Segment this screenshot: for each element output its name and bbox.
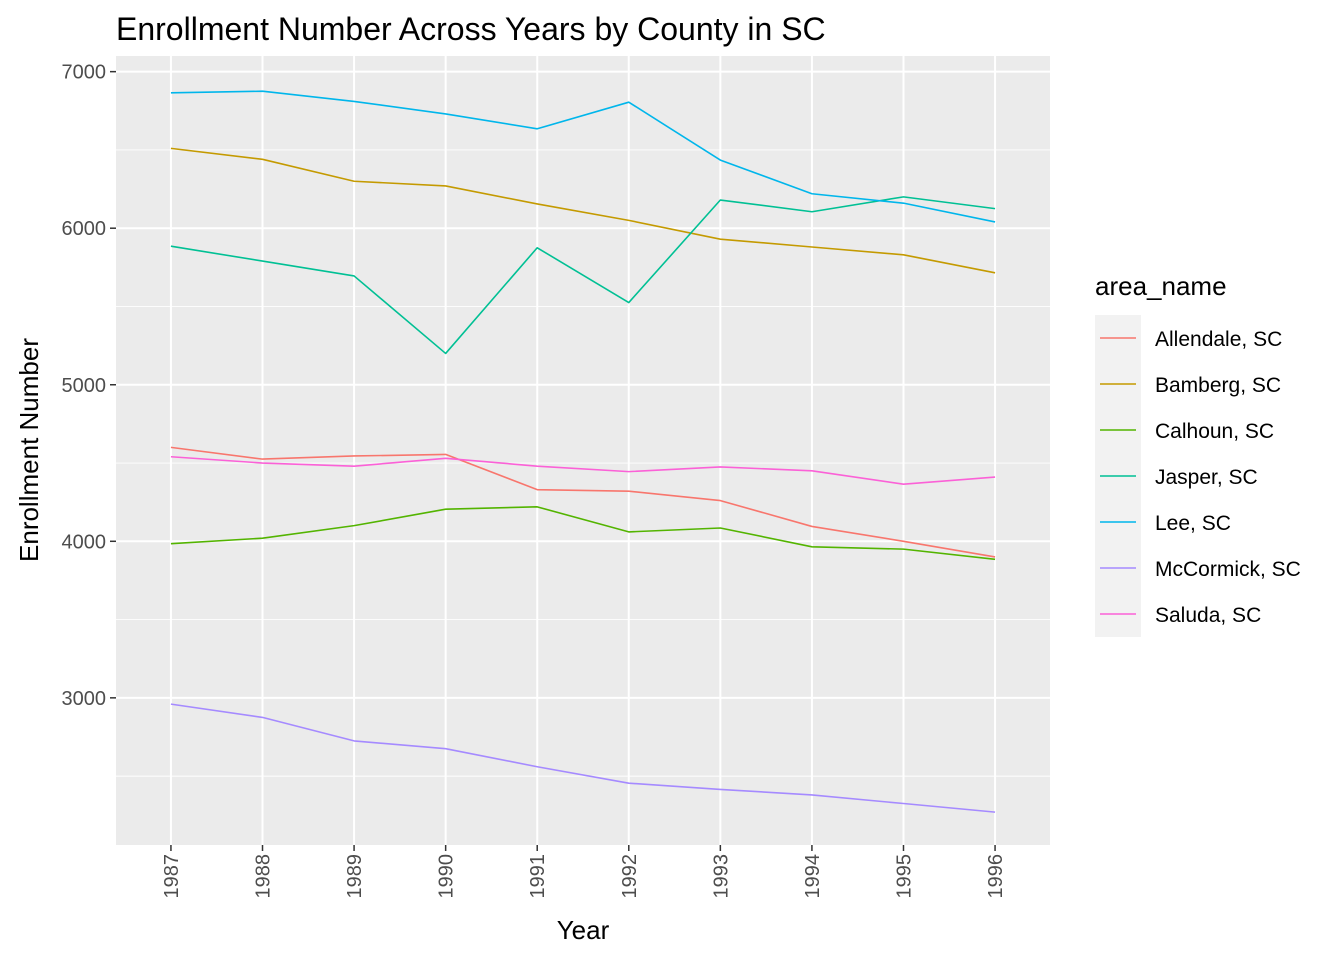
series-line [170, 90, 996, 223]
x-tick-label: 1990 [436, 854, 458, 899]
legend-label: Jasper, SC [1155, 466, 1258, 489]
x-tick-label: 1993 [710, 854, 732, 899]
legend-title: area_name [1095, 271, 1227, 301]
legend-items: Allendale, SC Bamberg, SC Calhoun, SC Jaspe… [1095, 315, 1301, 637]
x-tick-label: 1994 [802, 854, 824, 899]
x-axis-ticks: 1987 1988 1989 1990 1991 1992 1993 1994 1995 1996 [161, 845, 1007, 899]
series-line [170, 147, 996, 274]
x-tick-label: 1995 [893, 854, 915, 899]
series-line [170, 506, 996, 561]
series-line [170, 703, 996, 813]
x-tick-label: 1988 [253, 854, 275, 899]
legend-label: Lee, SC [1155, 512, 1231, 535]
y-tick-label: 7000 [62, 62, 107, 84]
gridlines [116, 56, 1050, 845]
y-tick-label: 6000 [62, 218, 107, 240]
x-tick-label: 1996 [985, 854, 1007, 899]
x-tick-label: 1987 [161, 854, 183, 899]
x-tick-label: 1989 [344, 854, 366, 899]
y-axis-ticks: 3000 4000 5000 6000 7000 [62, 62, 116, 710]
x-tick-label: 1992 [619, 854, 641, 899]
series-line [170, 455, 996, 485]
y-tick-label: 3000 [62, 688, 107, 710]
plot-panel [116, 56, 1050, 845]
y-tick-label: 5000 [62, 375, 107, 397]
legend-label: Allendale, SC [1155, 328, 1282, 351]
legend-label: Bamberg, SC [1155, 374, 1281, 397]
chart-title: Enrollment Number Across Years by County… [116, 11, 826, 47]
x-axis-title: Year [557, 915, 610, 945]
y-axis-title: Enrollment Number [14, 338, 44, 562]
legend: area_name Allendale, SC Bamberg, SC Calhou… [1095, 271, 1301, 637]
legend-label: McCormick, SC [1155, 558, 1301, 581]
x-tick-label: 1991 [527, 854, 549, 899]
y-tick-label: 4000 [62, 531, 107, 553]
legend-label: Saluda, SC [1155, 604, 1261, 627]
series-lines [170, 90, 996, 813]
legend-label: Calhoun, SC [1155, 420, 1274, 443]
series-line [170, 196, 996, 355]
series-line [170, 446, 996, 558]
